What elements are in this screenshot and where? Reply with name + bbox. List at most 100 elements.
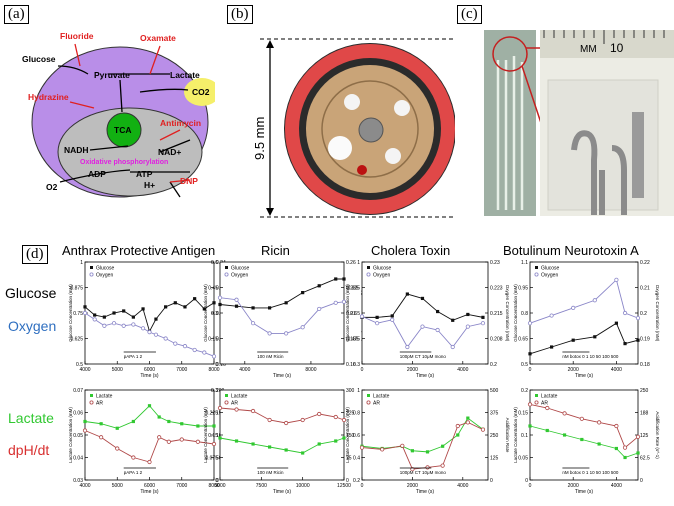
data-point <box>182 344 188 349</box>
data-point <box>115 446 120 451</box>
data-point <box>112 311 116 315</box>
data-point <box>234 439 239 443</box>
y-tick-label: 0.75 <box>73 311 83 317</box>
y-tick-label: 0.05 <box>73 433 83 439</box>
y-tick-label: 0.825 <box>347 286 360 292</box>
data-point <box>93 313 97 317</box>
x-tick-label: 8000 <box>208 367 219 373</box>
data-point <box>405 292 409 296</box>
data-point <box>141 307 145 311</box>
data-point <box>300 325 305 330</box>
row-label-oxygen: Oxygen <box>8 318 57 334</box>
inhibitor-antimycin: Antimycin <box>160 118 201 128</box>
data-point <box>234 297 239 302</box>
y-tick-label: 0.15 <box>208 337 218 343</box>
data-point <box>267 417 272 423</box>
data-point <box>341 299 347 304</box>
y-axis-label: Lactate Concentration (mM) <box>68 407 73 463</box>
data-point <box>436 309 440 314</box>
x-tick-label: 4000 <box>79 367 90 373</box>
data-point <box>217 405 223 411</box>
data-point <box>131 315 135 319</box>
ruler <box>540 30 674 58</box>
plot-frame <box>529 261 639 365</box>
y-tick-label: 0.4 <box>353 456 360 462</box>
legend-marker <box>225 394 228 397</box>
y2-tick-label: 0.21 <box>640 286 650 292</box>
data-point <box>614 321 618 325</box>
data-point <box>115 426 119 430</box>
data-point <box>154 317 158 321</box>
data-point <box>211 441 217 447</box>
data-point <box>92 317 97 322</box>
y2-tick-label: 75 <box>346 456 352 462</box>
data-point <box>451 318 455 322</box>
y-axis-label: Lactate Concentration (mM) <box>345 407 350 463</box>
x-tick-label: 0 <box>529 367 532 373</box>
legend-label: Lactate <box>373 394 390 400</box>
y-tick-label: 0 <box>525 478 528 484</box>
y-tick-label: 0.875 <box>70 286 83 292</box>
x-tick-label: 6000 <box>144 483 155 489</box>
data-point <box>140 326 146 331</box>
device-red-ring <box>285 44 455 214</box>
x-axis-label: Time (s) <box>575 373 593 379</box>
data-point <box>550 345 554 349</box>
metabolite-glucose: Glucose <box>22 54 56 64</box>
data-point <box>480 427 486 432</box>
y2-tick-label: 300 <box>346 388 355 394</box>
panel-a-label: (a) <box>4 5 29 24</box>
x-tick-label: 2000 <box>568 367 579 373</box>
data-point <box>359 445 365 450</box>
data-point <box>450 344 455 350</box>
y2-axis-label: Acidification Rate (s^-1) <box>655 411 660 459</box>
annotation: nM botox 0 1 10 50 100 500 <box>562 354 619 359</box>
data-point <box>284 420 289 426</box>
data-point <box>217 295 223 300</box>
series-line-ar <box>529 403 639 449</box>
co2-blob <box>184 78 215 106</box>
plot-frame <box>219 261 345 365</box>
data-point <box>400 443 405 448</box>
y2-tick-label: 0 <box>216 478 219 484</box>
y2-tick-label: 0.19 <box>640 337 650 343</box>
y-tick-label: 0.2 <box>521 388 528 394</box>
data-point <box>466 312 470 317</box>
y2-tick-label: 0 <box>640 478 643 484</box>
legend-label: Glucose <box>373 266 392 272</box>
x-tick-label: 4000 <box>611 367 622 373</box>
data-point <box>465 324 470 329</box>
y2-tick-label: 0.185 <box>346 337 359 343</box>
data-point <box>571 338 575 342</box>
y2-tick-label: 188 <box>640 411 649 417</box>
data-point <box>82 310 88 316</box>
data-point <box>121 323 126 328</box>
data-point <box>284 331 289 336</box>
data-point <box>82 428 88 433</box>
x-axis-label: Time (s) <box>140 373 158 379</box>
legend-marker <box>534 272 539 277</box>
tca-label: TCA <box>114 125 131 135</box>
y2-tick-label: 0.18 <box>640 362 650 368</box>
legend-marker <box>366 272 371 277</box>
y-tick-label: 0.625 <box>70 337 83 343</box>
y2-tick-label: 0.2 <box>216 311 223 317</box>
data-point <box>562 411 567 416</box>
data-point <box>425 450 430 454</box>
x-tick-label: 2000 <box>568 483 579 489</box>
y2-tick-label: 62.5 <box>640 456 650 462</box>
data-point <box>317 306 322 312</box>
annotation: pAPA 1 2 <box>124 470 143 475</box>
data-point <box>111 321 117 326</box>
y-tick-label: 1 <box>357 260 360 266</box>
data-point <box>614 446 618 451</box>
data-point <box>342 277 346 281</box>
data-point <box>179 437 184 442</box>
legend-label: Glucose <box>541 266 560 272</box>
x-axis-label: Time (s) <box>273 489 291 495</box>
data-point <box>99 422 103 426</box>
metabolite-lactate: Lactate <box>170 70 200 80</box>
data-point <box>99 435 104 440</box>
data-point <box>635 434 641 439</box>
data-point <box>597 442 601 446</box>
